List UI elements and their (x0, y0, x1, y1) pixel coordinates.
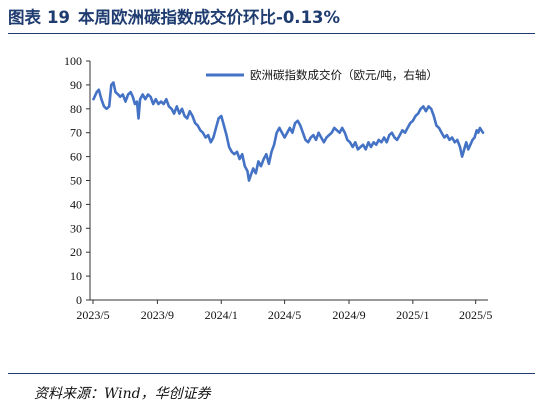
legend-label: 欧洲碳指数成交价（欧元/吨，右轴） (250, 68, 438, 82)
y-tick-label: 40 (70, 197, 82, 211)
x-tick-label: 2023/5 (76, 308, 109, 322)
y-tick-label: 60 (70, 150, 82, 164)
source-note: 资料来源：Wind，华创证券 (34, 386, 211, 402)
x-tick-label: 2025/5 (459, 308, 492, 322)
figure-title-text: 本周欧洲碳指数成交价环比-0.13% (77, 8, 341, 27)
y-tick-label: 80 (70, 102, 82, 116)
y-tick-label: 70 (70, 126, 82, 140)
x-tick-label: 2024/5 (268, 308, 301, 322)
y-tick-label: 0 (76, 293, 82, 307)
x-tick-label: 2024/1 (205, 308, 238, 322)
y-tick-label: 20 (70, 245, 82, 259)
x-tick-label: 2024/9 (332, 308, 365, 322)
source-divider (8, 373, 535, 374)
y-tick-label: 10 (70, 269, 82, 283)
title-divider (8, 33, 535, 34)
x-tick-label: 2023/9 (141, 308, 174, 322)
y-tick-label: 50 (70, 174, 82, 188)
figure-label: 图表 (8, 8, 41, 27)
figure-number: 19 (47, 8, 70, 27)
figure-title: 图表 19 本周欧洲碳指数成交价环比-0.13% (8, 4, 340, 28)
x-tick-label: 2025/1 (396, 308, 429, 322)
series-line (92, 81, 485, 182)
y-tick-label: 30 (70, 221, 82, 235)
y-tick-label: 100 (64, 54, 82, 68)
y-tick-label: 90 (70, 78, 82, 92)
